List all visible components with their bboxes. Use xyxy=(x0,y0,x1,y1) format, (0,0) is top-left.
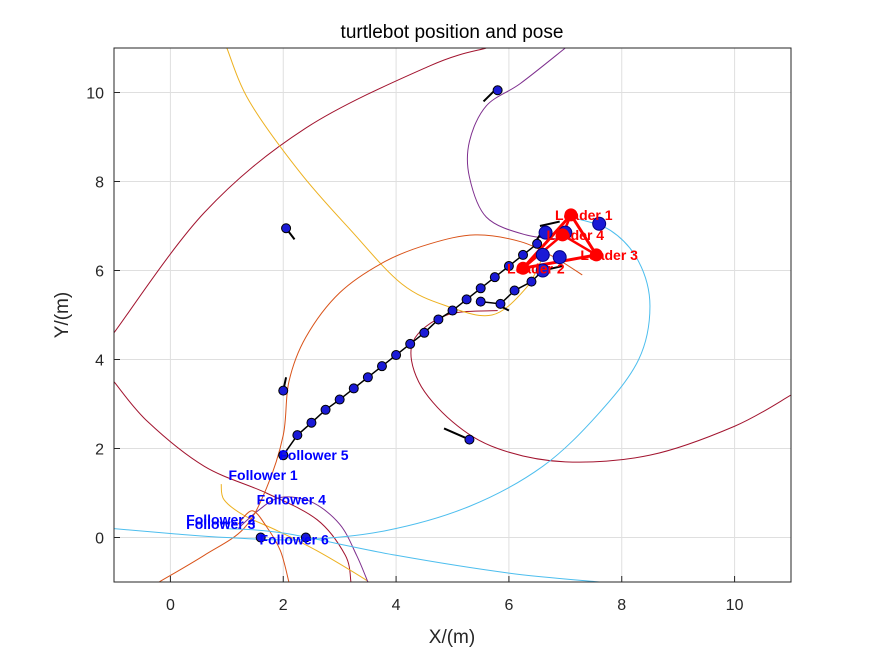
trajectory-line xyxy=(114,381,352,582)
y-tick-label: 10 xyxy=(86,86,104,103)
x-axis-label: X/(m) xyxy=(429,627,475,648)
x-tick-label: 0 xyxy=(166,597,175,614)
follower-marker xyxy=(292,430,303,441)
leader-marker xyxy=(564,208,578,222)
cluster-marker xyxy=(535,263,550,278)
trajectory-line xyxy=(114,48,487,334)
agent-marker xyxy=(464,434,475,445)
agent-marker xyxy=(278,450,289,461)
x-tick-label: 2 xyxy=(279,597,288,614)
trajectory-line xyxy=(466,48,566,240)
leader-label: Leader 3 xyxy=(580,247,638,263)
cluster-marker xyxy=(592,216,607,231)
plot-data xyxy=(114,48,791,582)
follower-marker xyxy=(405,338,416,349)
chart-title: turtlebot position and pose xyxy=(341,22,564,43)
follower-marker xyxy=(419,327,430,338)
leader-label: Leader 4 xyxy=(547,227,605,243)
follower-marker xyxy=(433,314,444,325)
y-tick-label: 0 xyxy=(95,531,104,548)
follower-marker xyxy=(320,404,331,415)
follower-marker xyxy=(461,294,472,305)
y-tick-label: 6 xyxy=(95,264,104,281)
y-tick-label: 2 xyxy=(95,442,104,459)
follower-marker xyxy=(495,298,506,309)
leader-label: Leader 2 xyxy=(507,260,565,276)
y-tick-label: 4 xyxy=(95,353,104,370)
follower-marker xyxy=(334,394,345,405)
agent-marker xyxy=(300,532,311,543)
agent-marker xyxy=(255,532,266,543)
follower-marker xyxy=(503,261,514,272)
agent-labels: Leader 1 Leader 2 Leader 3 Leader 4 Follower… xyxy=(186,207,638,548)
follower-marker xyxy=(526,276,537,287)
follower-label: Follower 5 xyxy=(279,447,348,463)
agent-marker xyxy=(492,85,503,96)
x-tick-label: 4 xyxy=(392,597,401,614)
follower-label: Follower 6 xyxy=(260,532,329,548)
follower-marker xyxy=(518,249,529,260)
axis-ticks: 0 2 4 6 8 10 0 2 4 6 8 10 xyxy=(86,86,743,615)
follower-label: Follower 3 xyxy=(186,516,255,532)
follower-marker xyxy=(447,305,458,316)
follower-marker xyxy=(348,383,359,394)
agent-marker xyxy=(278,385,289,396)
cluster-marker xyxy=(535,247,550,262)
grid-lines xyxy=(114,48,791,582)
follower-marker xyxy=(306,417,317,428)
plot-frame xyxy=(113,47,792,583)
follower-marker xyxy=(509,285,520,296)
follower-marker xyxy=(376,361,387,372)
leader-marker xyxy=(589,248,603,262)
x-tick-label: 6 xyxy=(504,597,513,614)
follower-marker xyxy=(362,372,373,383)
follower-marker xyxy=(489,272,500,283)
cluster-marker xyxy=(552,250,567,265)
cluster-marker xyxy=(538,225,553,240)
trajectory-line xyxy=(226,528,600,582)
agent-marker xyxy=(281,223,292,234)
follower-label: Follower 2 xyxy=(186,512,255,528)
follower-marker xyxy=(532,238,543,249)
follower-marker xyxy=(391,350,402,361)
trajectory-line xyxy=(237,510,290,582)
leader-marker xyxy=(516,261,530,275)
trajectory-line xyxy=(114,216,651,541)
x-tick-label: 8 xyxy=(617,597,626,614)
pose-heading-segment xyxy=(539,220,560,227)
trajectory-line xyxy=(220,484,369,582)
trajectory-line xyxy=(237,496,369,582)
follower-marker xyxy=(475,283,486,294)
pose-heading-segment xyxy=(482,89,496,103)
follower-label: Follower 4 xyxy=(257,492,326,508)
y-axis-label: Y/(m) xyxy=(52,292,73,338)
leader-marker xyxy=(556,228,570,242)
trajectory-line xyxy=(226,48,544,317)
leader-label: Leader 1 xyxy=(555,207,613,223)
y-tick-label: 8 xyxy=(95,175,104,192)
follower-label: Follower 1 xyxy=(228,467,297,483)
trajectory-line xyxy=(158,234,583,582)
x-tick-label: 10 xyxy=(726,597,744,614)
follower-marker xyxy=(475,296,486,307)
